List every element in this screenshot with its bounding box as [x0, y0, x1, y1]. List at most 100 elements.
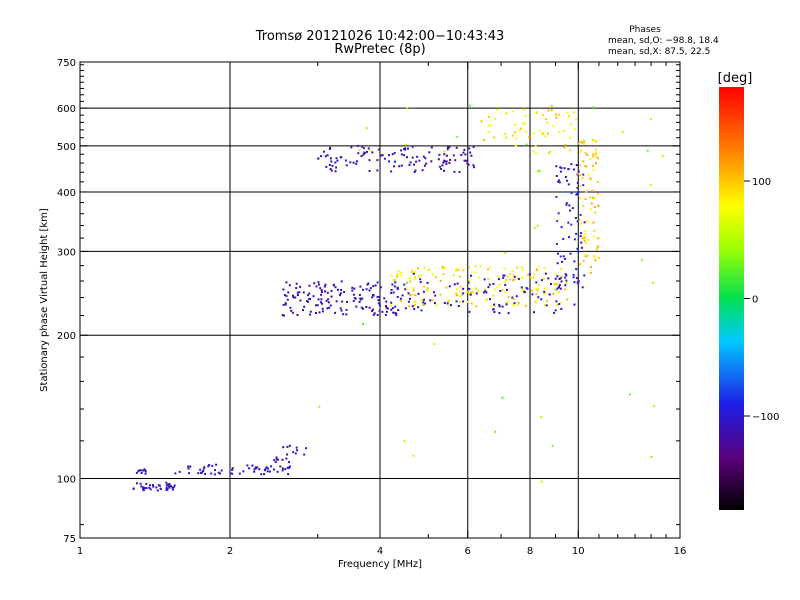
data-point: [579, 213, 582, 216]
data-point: [484, 288, 487, 291]
data-point: [334, 311, 337, 314]
data-point: [468, 292, 471, 294]
data-point: [497, 275, 500, 278]
data-point: [544, 272, 547, 275]
data-point: [385, 310, 388, 313]
data-point: [334, 170, 337, 173]
data-point: [272, 468, 275, 471]
data-point: [431, 299, 434, 302]
data-point: [414, 169, 417, 172]
data-point: [178, 470, 181, 473]
data-point: [574, 217, 577, 219]
data-point: [425, 162, 428, 165]
data-point: [470, 302, 473, 305]
data-point: [504, 267, 507, 270]
x-tick-label: 2: [227, 546, 233, 557]
data-point: [550, 283, 552, 285]
data-point: [487, 130, 490, 133]
data-point: [505, 302, 507, 305]
data-point: [535, 281, 538, 284]
data-point: [368, 159, 371, 162]
data-point: [403, 148, 406, 150]
data-point: [148, 486, 151, 489]
data-point: [525, 131, 528, 133]
data-point: [470, 291, 473, 294]
data-point: [490, 304, 493, 307]
data-point: [578, 142, 581, 145]
data-point: [576, 247, 579, 250]
data-point: [363, 152, 366, 155]
data-point: [438, 165, 441, 168]
data-point: [149, 484, 151, 487]
data-point: [321, 302, 323, 305]
data-point: [575, 277, 578, 280]
data-point: [409, 161, 412, 164]
grid-lines: [80, 62, 680, 538]
data-point: [168, 486, 171, 489]
data-point: [393, 152, 396, 155]
data-point: [327, 301, 330, 304]
data-point: [595, 140, 598, 143]
data-point: [282, 446, 285, 449]
data-point: [422, 304, 425, 306]
data-point: [303, 453, 306, 456]
data-point: [569, 252, 572, 255]
data-point: [560, 307, 563, 310]
data-point: [563, 130, 565, 133]
data-point: [587, 173, 590, 176]
data-point: [414, 300, 417, 303]
data-point: [231, 468, 234, 471]
data-point: [456, 287, 458, 290]
data-point: [559, 301, 562, 304]
data-point: [573, 303, 576, 306]
data-point: [299, 285, 302, 288]
data-point: [187, 467, 190, 470]
data-point: [493, 304, 496, 307]
data-point: [526, 287, 529, 290]
data-point: [359, 285, 362, 288]
data-point: [498, 305, 501, 308]
data-point: [508, 273, 511, 276]
data-point: [579, 184, 582, 187]
data-point: [466, 162, 469, 165]
data-point: [428, 268, 431, 271]
data-point: [424, 157, 427, 160]
data-point: [397, 273, 400, 276]
data-point: [520, 266, 523, 269]
data-point: [535, 293, 538, 296]
data-point: [394, 311, 397, 314]
data-point: [397, 309, 400, 312]
data-point: [544, 292, 546, 295]
data-point: [433, 291, 435, 294]
data-point: [523, 290, 526, 293]
data-point: [327, 298, 330, 301]
data-point: [413, 171, 416, 173]
data-point: [377, 302, 380, 305]
data-point: [580, 141, 583, 144]
data-point: [575, 268, 578, 271]
data-point: [525, 304, 527, 307]
data-point: [142, 486, 145, 489]
data-point: [583, 221, 586, 224]
data-point: [306, 299, 309, 302]
data-point: [514, 131, 517, 134]
data-point: [560, 275, 563, 278]
data-point: [593, 206, 596, 209]
data-point: [532, 149, 535, 152]
data-point: [575, 232, 578, 235]
data-point: [282, 288, 285, 291]
data-point: [573, 111, 575, 114]
data-point: [443, 169, 445, 172]
data-point: [275, 458, 278, 461]
data-point: [400, 153, 403, 156]
data-point: [393, 285, 396, 288]
data-point: [339, 156, 342, 159]
data-point: [584, 197, 587, 200]
data-point: [543, 290, 546, 293]
data-point: [422, 290, 425, 293]
data-point: [532, 132, 535, 135]
data-point: [597, 204, 600, 207]
data-point: [462, 287, 465, 290]
data-point: [369, 287, 372, 290]
data-point: [202, 470, 205, 472]
